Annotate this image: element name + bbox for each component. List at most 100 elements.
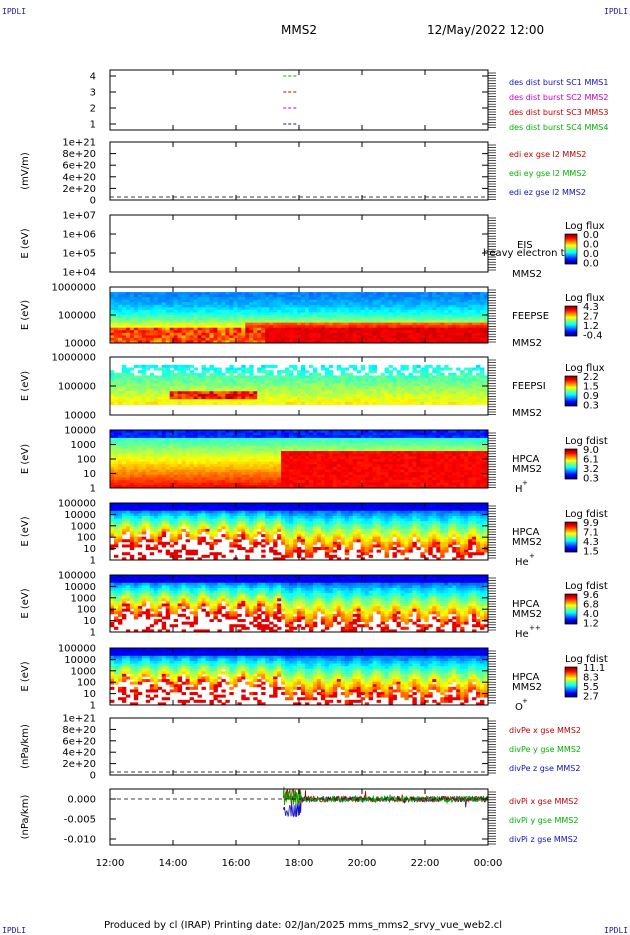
spectrogram-cell — [476, 365, 480, 368]
spectrogram-cell — [464, 310, 468, 313]
spectrogram-cell — [257, 391, 261, 394]
spectrogram-cell — [269, 307, 273, 310]
spectrogram-cell — [162, 480, 166, 483]
spectrogram-cell — [154, 472, 158, 475]
spectrogram-cell — [357, 325, 361, 328]
spectrogram-cell — [289, 378, 293, 381]
spectrogram-cell — [249, 310, 253, 313]
spectrogram-cell — [476, 399, 480, 402]
spectrogram-cell — [257, 462, 261, 465]
spectrogram-cell — [229, 365, 233, 368]
y-tick-label: 1 — [90, 120, 96, 131]
spectrogram-cell — [333, 335, 337, 338]
spectrogram-cell — [440, 381, 444, 384]
spectrogram-cell — [269, 433, 273, 436]
spectrogram-cell — [476, 320, 480, 323]
spectrogram-cell — [480, 375, 484, 378]
spectrogram-cell — [178, 310, 182, 313]
spectrogram-cell — [209, 315, 213, 318]
spectrogram-cell — [213, 307, 217, 310]
spectrogram-cell — [468, 307, 472, 310]
spectrogram-cell — [130, 399, 134, 402]
spectrogram-cell — [174, 446, 178, 449]
spectrogram-cell — [146, 338, 150, 341]
spectrogram-cell — [245, 375, 249, 378]
spectrogram-cell — [420, 297, 424, 300]
spectrogram-cell — [337, 454, 341, 457]
spectrogram-cell — [233, 435, 237, 438]
spectrogram-cell — [178, 448, 182, 451]
spectrogram-cell — [114, 483, 118, 486]
spectrogram-cell — [400, 368, 404, 371]
spectrogram-cell — [440, 335, 444, 338]
spectrogram-cell — [134, 300, 138, 303]
spectrogram-cell — [329, 451, 333, 454]
spectrogram-cell — [245, 312, 249, 315]
spectrogram-cell — [325, 295, 329, 298]
spectrogram-cell — [110, 302, 114, 305]
spectrogram-cell — [178, 381, 182, 384]
spectrogram-cell — [357, 477, 361, 480]
spectrogram-cell — [130, 383, 134, 386]
spectrogram-cell — [190, 451, 194, 454]
spectrogram-cell — [261, 333, 265, 336]
spectrogram-cell — [301, 310, 305, 313]
spectrogram-cell — [317, 454, 321, 457]
spectrogram-cell — [146, 456, 150, 459]
spectrogram-cell — [305, 302, 309, 305]
spectrogram-cell — [146, 394, 150, 397]
spectrogram-cell — [361, 475, 365, 478]
spectrogram-cell — [130, 391, 134, 394]
spectrogram-cell — [221, 297, 225, 300]
spectrogram-cell — [166, 399, 170, 402]
spectrogram-cell — [345, 297, 349, 300]
spectrogram-cell — [118, 325, 122, 328]
spectrogram-cell — [281, 467, 285, 470]
spectrogram-cell — [301, 397, 305, 400]
spectrogram-cell — [205, 399, 209, 402]
spectrogram-cell — [233, 459, 237, 462]
spectrogram-cell — [142, 443, 146, 446]
spectrogram-cell — [150, 399, 154, 402]
spectrogram-cell — [150, 383, 154, 386]
spectrogram-cell — [118, 459, 122, 462]
spectrogram-cell — [452, 292, 456, 295]
spectrogram-cell — [305, 375, 309, 378]
spectrogram-cell — [408, 338, 412, 341]
spectrogram-cell — [134, 448, 138, 451]
spectrogram-cell — [225, 480, 229, 483]
spectrogram-cell — [182, 470, 186, 473]
spectrogram-cell — [317, 292, 321, 295]
spectrogram-cell — [476, 368, 480, 371]
spectrogram-cell — [253, 389, 257, 392]
spectrogram-cell — [301, 375, 305, 378]
spectrogram-cell — [285, 454, 289, 457]
spectrogram-cell — [126, 373, 130, 376]
spectrogram-cell — [460, 328, 464, 331]
spectrogram-cell — [257, 375, 261, 378]
spectrogram-cell — [209, 300, 213, 303]
spectrogram-cell — [412, 292, 416, 295]
spectrogram-cell — [357, 378, 361, 381]
spectrogram-cell — [265, 386, 269, 389]
spectrogram-cell — [261, 443, 265, 446]
spectrogram-cell — [341, 323, 345, 326]
spectrogram-cell — [385, 307, 389, 310]
spectrogram-cell — [233, 397, 237, 400]
spectrogram-cell — [428, 330, 432, 333]
spectrogram-cell — [241, 456, 245, 459]
spectrogram-cell — [420, 307, 424, 310]
spectrogram-cell — [134, 462, 138, 465]
spectrogram-cell — [237, 391, 241, 394]
spectrogram-cell — [329, 438, 333, 441]
spectrogram-cell — [393, 386, 397, 389]
spectrogram-cell — [217, 375, 221, 378]
spectrogram-cell — [170, 462, 174, 465]
spectrogram-cell — [245, 480, 249, 483]
spectrogram-cell — [190, 470, 194, 473]
spectrogram-cell — [289, 391, 293, 394]
spectrogram-cell — [150, 300, 154, 303]
spectrogram-cell — [412, 370, 416, 373]
spectrogram-cell — [341, 454, 345, 457]
spectrogram-cell — [325, 394, 329, 397]
